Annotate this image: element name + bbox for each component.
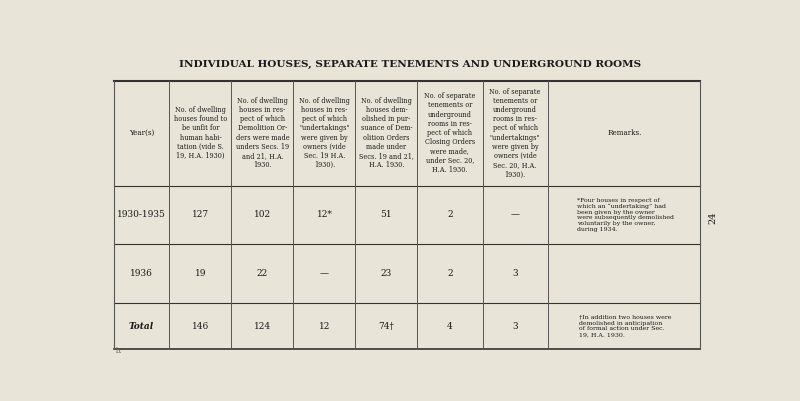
Text: 24: 24 [708, 212, 717, 224]
Text: Remarks.: Remarks. [608, 129, 642, 137]
Text: No. of dwelling
houses in res-
pect of which
"undertakings"
were given by
owners: No. of dwelling houses in res- pect of w… [299, 97, 350, 169]
Text: No. of dwelling
houses in res-
pect of which
Demolition Or-
ders were made
under: No. of dwelling houses in res- pect of w… [236, 97, 290, 169]
Text: Total: Total [129, 322, 154, 330]
Text: No. of dwelling
houses dem-
olished in pur-
suance of Dem-
olition Orders
made u: No. of dwelling houses dem- olished in p… [359, 97, 414, 169]
Text: †In addition two houses were
demolished in anticipation
of formal action under S: †In addition two houses were demolished … [579, 315, 671, 337]
Text: 12*: 12* [317, 211, 332, 219]
Text: 1930-1935: 1930-1935 [117, 211, 166, 219]
Text: —: — [510, 211, 519, 219]
Text: Year(s): Year(s) [129, 129, 154, 137]
Text: *Four houses in respect of
which an “undertaking” had
been given by the owner
we: *Four houses in respect of which an “und… [577, 198, 674, 232]
Text: 3: 3 [512, 269, 518, 278]
Text: 127: 127 [192, 211, 209, 219]
Text: 19: 19 [194, 269, 206, 278]
Text: No. of separate
tenements or
underground
rooms in res-
pect of which
"undertakin: No. of separate tenements or underground… [490, 88, 541, 178]
Text: 146: 146 [192, 322, 209, 330]
Text: 102: 102 [254, 211, 271, 219]
Text: 23: 23 [381, 269, 392, 278]
Text: 12: 12 [318, 322, 330, 330]
Text: INDIVIDUAL HOUSES, SEPARATE TENEMENTS AND UNDERGROUND ROOMS: INDIVIDUAL HOUSES, SEPARATE TENEMENTS AN… [179, 61, 641, 69]
Text: 74†: 74† [378, 322, 394, 330]
Text: 3: 3 [512, 322, 518, 330]
Text: 2: 2 [447, 269, 453, 278]
Text: No. of separate
tenements or
underground
rooms in res-
pect of which
Closing Ord: No. of separate tenements or underground… [424, 92, 476, 174]
Text: 22: 22 [257, 269, 268, 278]
Text: 2: 2 [447, 211, 453, 219]
Text: 124: 124 [254, 322, 271, 330]
Text: 1936: 1936 [130, 269, 153, 278]
Text: 51: 51 [381, 211, 392, 219]
Text: —: — [320, 269, 329, 278]
Text: b.: b. [115, 347, 122, 355]
Text: 4: 4 [447, 322, 453, 330]
Text: No. of dwelling
houses found to
be unfit for
human habi-
tation (vide S.
19, H.A: No. of dwelling houses found to be unfit… [174, 106, 227, 160]
